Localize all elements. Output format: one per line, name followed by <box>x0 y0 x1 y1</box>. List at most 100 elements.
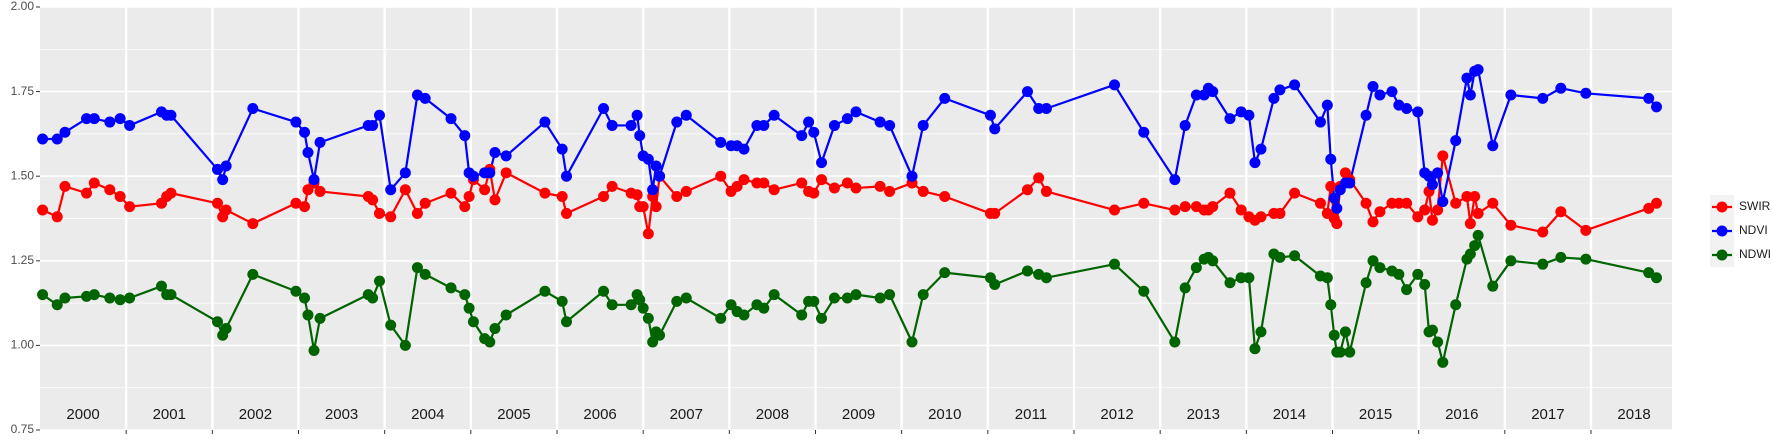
point <box>1331 218 1343 230</box>
point <box>1021 265 1033 277</box>
point <box>59 292 71 304</box>
point <box>467 170 479 182</box>
point <box>81 113 93 125</box>
point <box>884 119 896 131</box>
point <box>1487 140 1499 152</box>
point <box>808 126 820 138</box>
x-tick-label: 2002 <box>239 406 272 423</box>
point <box>399 339 411 351</box>
point <box>1419 278 1431 290</box>
point <box>1325 299 1337 311</box>
point <box>1138 126 1150 138</box>
point <box>411 262 423 274</box>
point <box>1367 255 1379 267</box>
point <box>463 191 475 203</box>
point <box>1487 197 1499 209</box>
x-tick-label: 2003 <box>325 406 358 423</box>
point <box>1426 324 1438 336</box>
point <box>81 187 93 199</box>
point <box>1580 87 1592 99</box>
point <box>625 119 637 131</box>
point <box>884 185 896 197</box>
point <box>314 185 326 197</box>
point <box>917 119 929 131</box>
point <box>539 285 551 297</box>
point <box>1580 224 1592 236</box>
x-tick-label: 2005 <box>497 406 530 423</box>
point <box>1314 116 1326 128</box>
point <box>1314 197 1326 209</box>
point <box>1650 197 1662 209</box>
point <box>88 113 100 125</box>
point <box>654 329 666 341</box>
axes: 0.75 1.00 1.25 1.50 1.75 2.00 2000 2001 2002 2003… <box>11 0 1651 436</box>
point <box>738 309 750 321</box>
point <box>1021 184 1033 196</box>
point <box>299 126 311 138</box>
x-tick-label: 2014 <box>1273 406 1306 423</box>
point <box>1021 86 1033 98</box>
point <box>715 136 727 148</box>
point <box>1505 219 1517 231</box>
point <box>1469 191 1481 203</box>
point <box>1432 167 1444 179</box>
point <box>917 185 929 197</box>
point <box>1505 255 1517 267</box>
point <box>808 187 820 199</box>
point <box>479 184 491 196</box>
point <box>1344 346 1356 358</box>
point <box>1374 89 1386 101</box>
point <box>1374 206 1386 218</box>
point <box>1555 206 1567 218</box>
marks <box>37 64 1662 368</box>
point <box>1469 240 1481 252</box>
point <box>1243 272 1255 284</box>
point <box>1334 346 1346 358</box>
point <box>1505 89 1517 101</box>
point <box>1328 329 1340 341</box>
point <box>556 143 568 155</box>
point <box>1224 187 1236 199</box>
point <box>1344 177 1356 189</box>
x-tick-label: 2011 <box>1015 406 1047 423</box>
point <box>1321 272 1333 284</box>
point <box>399 167 411 179</box>
point <box>634 294 646 306</box>
point <box>1360 109 1372 121</box>
point <box>598 191 610 203</box>
point <box>1487 280 1499 292</box>
point <box>1274 84 1286 96</box>
point <box>560 316 572 328</box>
point <box>539 116 551 128</box>
point <box>1367 81 1379 93</box>
point <box>290 197 302 209</box>
point <box>606 180 618 192</box>
point <box>1138 197 1150 209</box>
point <box>104 184 116 196</box>
point <box>539 187 551 199</box>
point <box>647 184 659 196</box>
point <box>1437 150 1449 162</box>
point <box>1274 251 1286 263</box>
x-tick-label: 2010 <box>928 406 961 423</box>
x-tick-label: 2009 <box>842 406 875 423</box>
point <box>247 103 259 115</box>
point <box>59 126 71 138</box>
point <box>1461 191 1473 203</box>
point <box>841 177 853 189</box>
point <box>1255 326 1267 338</box>
point <box>989 123 1001 135</box>
point <box>637 201 649 213</box>
point <box>1412 106 1424 118</box>
point <box>634 130 646 142</box>
point <box>220 160 232 172</box>
point <box>803 116 815 128</box>
point <box>1249 157 1261 169</box>
legend-label: SWIR <box>1739 199 1771 213</box>
point <box>758 177 770 189</box>
y-tick-label: 0.75 <box>11 422 35 436</box>
point <box>816 174 828 186</box>
point <box>411 207 423 219</box>
point <box>155 280 167 292</box>
point <box>758 302 770 314</box>
